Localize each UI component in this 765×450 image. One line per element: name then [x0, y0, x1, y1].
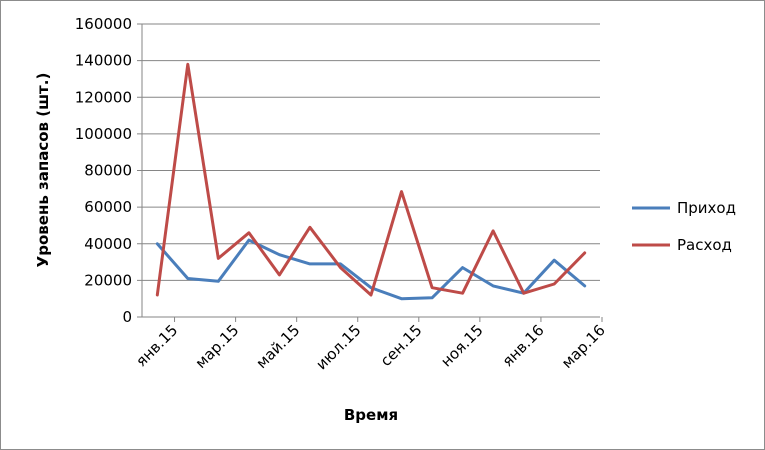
y-tick-label: 20000	[84, 271, 132, 289]
x-tick-labels: янв.15 мар.15 май.15 июл.15 сен.15 ноя.15 янв.…	[132, 321, 609, 373]
y-tick-label: 0	[122, 308, 132, 326]
legend-label: Приход	[677, 199, 736, 217]
y-tick-label: 60000	[84, 198, 132, 216]
x-tick-label: ноя.15	[437, 321, 486, 370]
series-line-2	[155, 62, 587, 297]
legend-label: Расход	[677, 236, 732, 254]
x-tick-label: янв.15	[132, 321, 181, 370]
x-tick-label: мар.15	[192, 321, 243, 372]
y-axis-title: Уровень запасов (шт.)	[34, 73, 52, 268]
y-tick-label: 100000	[75, 125, 132, 143]
x-tick-label: июл.15	[312, 321, 364, 373]
axes	[137, 23, 603, 322]
x-axis-title: Время	[344, 406, 398, 424]
series-lines	[155, 62, 587, 301]
y-tick-label: 40000	[84, 235, 132, 253]
x-tick-label: мар.16	[558, 321, 609, 372]
y-tick-labels: 0 20000 40000 60000 80000 100000 120000 140000 1…	[75, 15, 132, 326]
gridlines	[142, 23, 600, 281]
y-tick-label: 120000	[75, 88, 132, 106]
x-tick-label: май.15	[252, 321, 303, 372]
series-line-1	[155, 238, 587, 301]
x-tick-label: янв.16	[499, 321, 548, 370]
legend: Приход Расход	[632, 199, 736, 254]
y-tick-label: 140000	[75, 52, 132, 70]
y-tick-label: 80000	[84, 162, 132, 180]
y-tick-label: 160000	[75, 15, 132, 33]
x-tick-label: сен.15	[377, 321, 426, 370]
